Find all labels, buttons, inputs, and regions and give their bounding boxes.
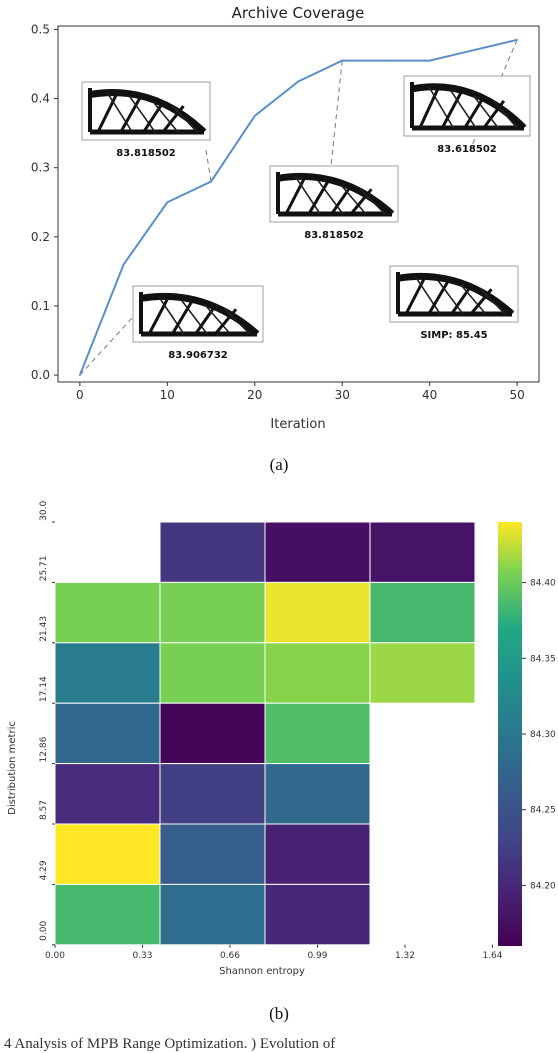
- coverage-point: [516, 39, 518, 41]
- x-tick-label: 50: [509, 388, 524, 402]
- heatmap-cell: [264, 642, 371, 704]
- colorbar-tick-label: 84.35: [530, 654, 556, 664]
- y-tick-label: 0.1: [31, 299, 50, 313]
- heatmap-cell: [159, 581, 266, 644]
- heatmap-cell: [159, 521, 266, 583]
- coverage-point: [166, 201, 169, 204]
- y-tick-label: 8.57: [39, 800, 49, 820]
- topology-thumbnail: 83.906732: [132, 285, 264, 361]
- x-tick-label: 30: [335, 388, 350, 402]
- connector-dash: [205, 149, 212, 182]
- caption-b: (b): [269, 1004, 289, 1023]
- thumbnail-score-label: SIMP: 85.45: [420, 330, 487, 341]
- chart-title: Archive Coverage: [232, 4, 365, 22]
- y-tick-label: 30.00: [39, 500, 49, 521]
- y-tick-label: 25.71: [39, 556, 49, 582]
- heatmap-cell: [159, 823, 266, 885]
- colorbar-tick-label: 84.30: [530, 730, 556, 740]
- topology-thumbnail: 83.818502: [81, 81, 211, 159]
- heatmap-cell: [264, 883, 371, 946]
- thumbnail-score-label: 83.618502: [437, 144, 497, 155]
- y-tick-label: 0.2: [31, 230, 50, 244]
- x-tick-label: 20: [247, 388, 262, 402]
- x-tick-label: 0.66: [220, 951, 240, 961]
- heatmap-cell: [369, 581, 476, 644]
- y-tick-label: 4.29: [39, 860, 49, 880]
- heatmap-cell: [159, 642, 266, 704]
- colorbar: [498, 522, 522, 946]
- x-tick-label: 0: [76, 388, 84, 402]
- heatmap-cell: [159, 702, 266, 765]
- heatmap-cell: [54, 883, 161, 946]
- topology-thumbnail: SIMP: 85.45: [389, 265, 519, 341]
- y-tick-label: 12.86: [39, 736, 49, 762]
- coverage-point: [122, 263, 125, 266]
- y-tick-label: 0.0: [31, 368, 50, 382]
- x-tick-label: 0.99: [307, 951, 327, 961]
- heatmap-cell: [159, 763, 266, 825]
- colorbar-tick-label: 84.25: [530, 806, 556, 816]
- coverage-point: [210, 180, 212, 183]
- coverage-point: [253, 115, 256, 117]
- heatmap-cell: [264, 702, 371, 765]
- connector-dash: [329, 60, 343, 176]
- heatmap-cell: [369, 642, 476, 704]
- heatmap-cell: [369, 521, 476, 583]
- heatmap-chart: 0.000.330.660.991.321.641.972.300.004.29…: [7, 500, 556, 977]
- thumbnail-score-label: 83.818502: [116, 148, 176, 159]
- y-tick-label: 17.14: [39, 676, 49, 702]
- plot-frame: [57, 25, 540, 383]
- connector-dash: [79, 317, 133, 376]
- coverage-point: [297, 80, 300, 83]
- coverage-point: [341, 59, 344, 62]
- x-tick-label: 40: [422, 388, 437, 402]
- y-tick-label: 0.3: [31, 161, 50, 175]
- heatmap-cell: [54, 581, 161, 644]
- heatmap-cell: [264, 581, 371, 644]
- colorbar-tick-label: 84.20: [530, 881, 556, 891]
- y-tick-label: 21.43: [39, 616, 49, 642]
- x-tick-label: 10: [160, 388, 175, 402]
- heatmap-cell: [54, 642, 161, 704]
- topology-thumbnail: 83.818502: [269, 165, 399, 241]
- x-tick-label: 0.00: [45, 951, 65, 961]
- heatmap-cell: [54, 763, 161, 825]
- x-tick-label: 1.32: [395, 951, 415, 961]
- coverage-point: [428, 59, 431, 62]
- y-tick-label: 0.00: [39, 921, 49, 941]
- x-axis-label: Iteration: [270, 417, 325, 432]
- heatmap-cell: [264, 521, 371, 583]
- heatmap-cell: [54, 702, 161, 765]
- coverage-point: [79, 374, 81, 376]
- archive-coverage-chart: Archive Coverage Iteration 0 10 20 30 40 50 0.…: [31, 4, 540, 432]
- x-axis-label: Shannon entropy: [219, 966, 305, 977]
- heatmap-cell: [54, 823, 161, 885]
- heatmap-cell: [159, 883, 266, 946]
- thumbnail-score-label: 83.906732: [168, 350, 228, 361]
- heatmap-cell: [264, 823, 371, 885]
- heatmap-cell: [264, 763, 371, 825]
- y-tick-label: 0.5: [31, 22, 50, 36]
- caption-a: (a): [269, 455, 289, 474]
- x-tick-label: 1.64: [482, 951, 502, 961]
- x-tick-label: 0.33: [132, 951, 152, 961]
- coverage-point: [472, 49, 475, 51]
- topology-thumbnail: 83.618502: [403, 75, 531, 155]
- y-tick-label: 0.4: [31, 92, 50, 106]
- colorbar-tick-label: 84.40: [530, 579, 556, 589]
- coverage-point: [385, 59, 387, 62]
- thumbnail-score-label: 83.818502: [304, 230, 364, 241]
- figure-description-text: 4 Analysis of MPB Range Optimization. ) …: [4, 1036, 336, 1052]
- y-axis-label: Distribution metric: [7, 721, 18, 815]
